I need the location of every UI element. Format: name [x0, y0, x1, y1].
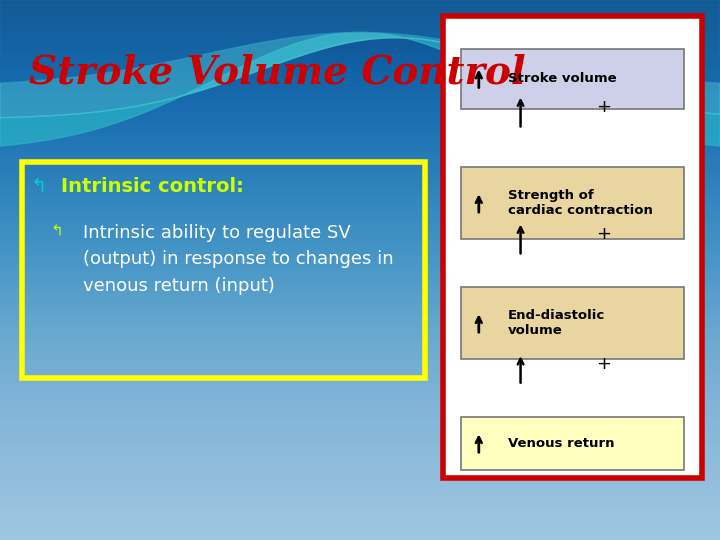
FancyBboxPatch shape [461, 49, 684, 109]
Text: +: + [596, 225, 611, 242]
Text: ↰: ↰ [30, 177, 47, 196]
FancyBboxPatch shape [461, 287, 684, 359]
Text: Venous return: Venous return [508, 437, 614, 450]
Text: +: + [596, 355, 611, 373]
Text: End-diastolic
volume: End-diastolic volume [508, 309, 605, 338]
Text: Stroke Volume Control: Stroke Volume Control [29, 54, 526, 92]
Text: +: + [596, 98, 611, 116]
Text: Intrinsic ability to regulate SV
(output) in response to changes in
venous retur: Intrinsic ability to regulate SV (output… [83, 224, 393, 295]
FancyBboxPatch shape [461, 417, 684, 470]
FancyBboxPatch shape [461, 167, 684, 239]
FancyBboxPatch shape [443, 16, 702, 478]
Text: Stroke volume: Stroke volume [508, 72, 616, 85]
Text: Intrinsic control:: Intrinsic control: [61, 177, 244, 196]
Text: Strength of
cardiac contraction: Strength of cardiac contraction [508, 189, 652, 217]
Text: ↰: ↰ [50, 224, 63, 239]
